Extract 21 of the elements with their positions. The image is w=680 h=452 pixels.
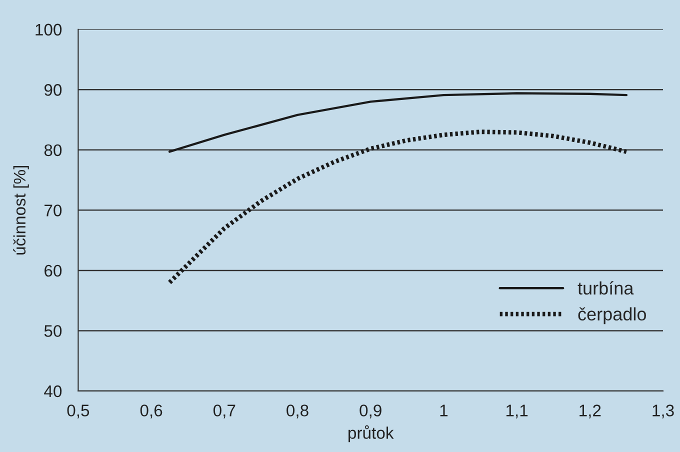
y-tick-label: 50 [44, 325, 62, 337]
y-tick-label: 80 [44, 144, 62, 156]
x-tick-label: 0,5 [67, 404, 90, 418]
y-tick-label: 70 [44, 204, 62, 216]
legend-label: čerpadlo [578, 307, 646, 324]
x-tick-label: 0,8 [286, 404, 308, 418]
legend-label: turbína [578, 281, 634, 295]
x-tick-label: 0,6 [140, 404, 162, 418]
x-axis-title: průtok [348, 425, 394, 442]
x-tick-label: 1,2 [580, 404, 601, 418]
y-axis-title: účinnost [%] [13, 166, 29, 254]
x-tick-label: 1 [440, 404, 448, 416]
line-series [168, 92, 628, 153]
y-tick-label: 100 [36, 24, 62, 36]
y-tick-label: 40 [44, 385, 62, 398]
y-tick-label: 60 [44, 264, 62, 277]
x-tick-label: 0,7 [213, 404, 236, 418]
x-tick-label: 1,1 [506, 404, 528, 418]
y-tick-label: 90 [44, 84, 62, 96]
x-tick-label: 0,9 [360, 404, 382, 418]
x-tick-label: 1,3 [652, 404, 674, 418]
